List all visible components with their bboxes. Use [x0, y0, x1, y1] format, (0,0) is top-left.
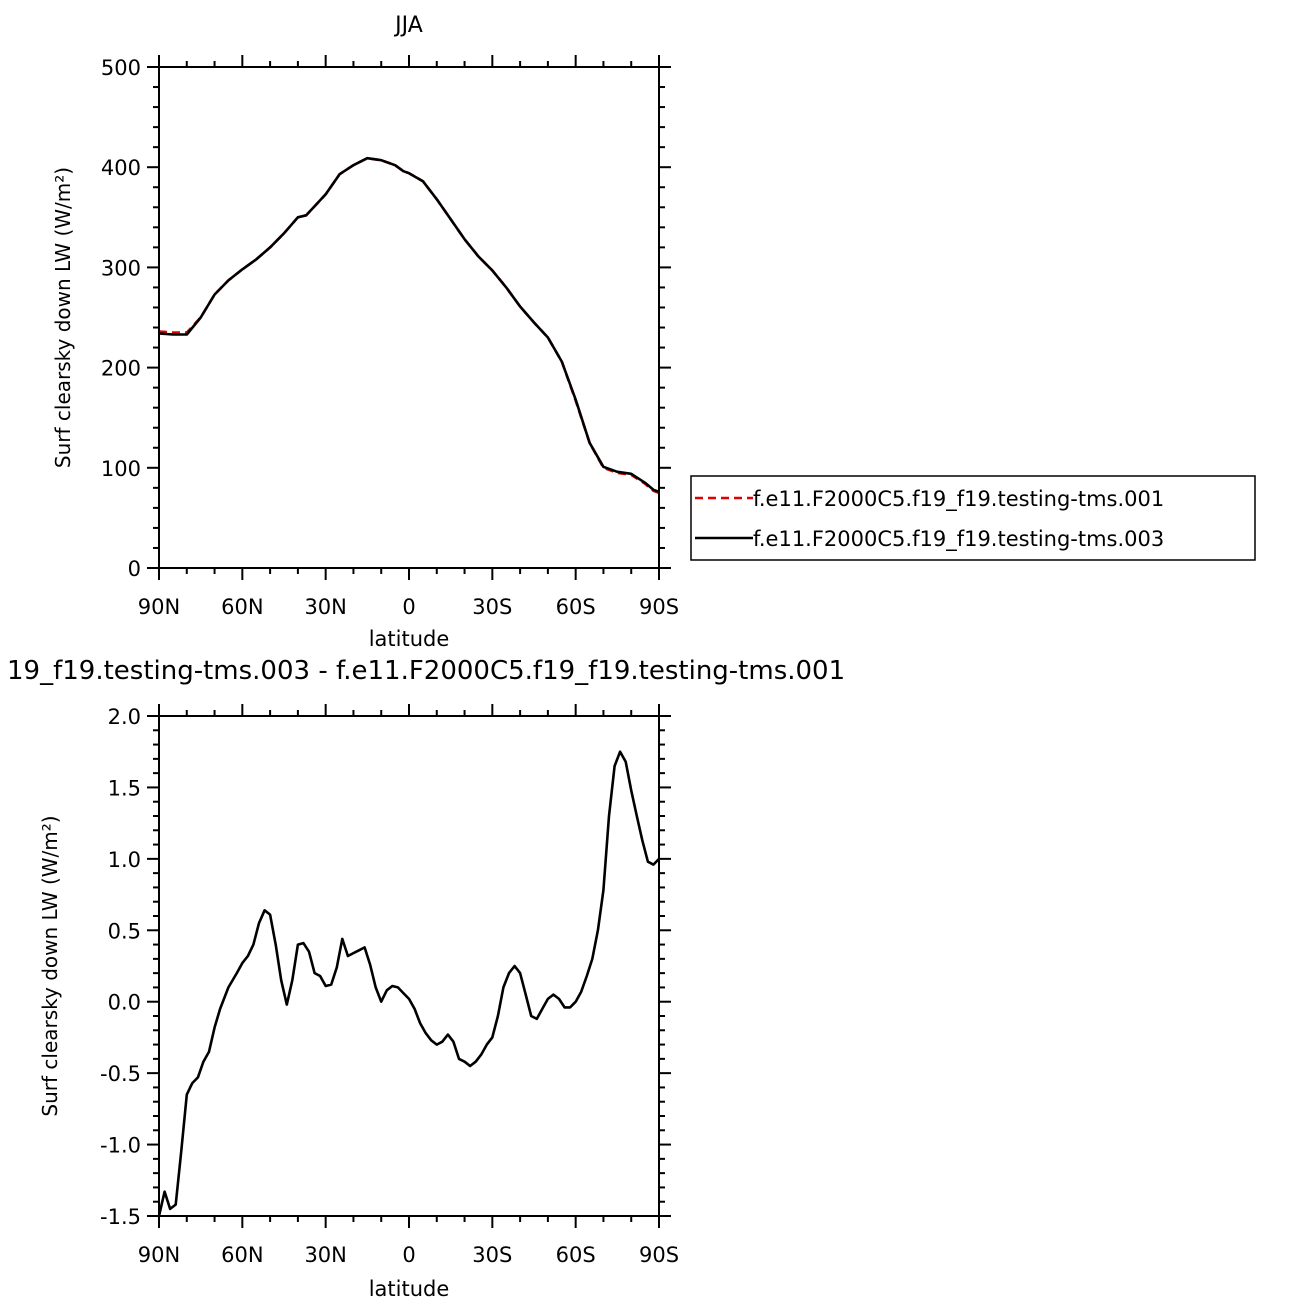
x-tick-label: 90S — [639, 595, 679, 619]
y-axis-label: Surf clearsky down LW (W/m²) — [51, 167, 75, 468]
y-tick-label: 0.0 — [108, 991, 141, 1015]
y-tick-label: 500 — [101, 56, 141, 80]
y-tick-label: 200 — [101, 357, 141, 381]
y-tick-label: 0 — [128, 557, 141, 581]
y-tick-label: 0.5 — [108, 919, 141, 943]
x-tick-label: 90N — [138, 595, 180, 619]
x-tick-label: 30S — [472, 595, 512, 619]
legend-label: f.e11.F2000C5.f19_f19.testing-tms.001 — [753, 487, 1164, 512]
legend-label: f.e11.F2000C5.f19_f19.testing-tms.003 — [753, 527, 1164, 552]
x-tick-label: 30N — [304, 595, 346, 619]
x-tick-label: 30S — [472, 1243, 512, 1267]
series-line — [159, 156, 659, 495]
y-axis-label: Surf clearsky down LW (W/m²) — [38, 815, 62, 1116]
x-tick-label: 90S — [639, 1243, 679, 1267]
plot-frame — [158, 66, 660, 569]
x-tick-label: 0 — [402, 595, 415, 619]
x-tick-label: 90N — [138, 1243, 180, 1267]
y-tick-label: -1.0 — [100, 1134, 141, 1158]
y-tick-label: 300 — [101, 256, 141, 280]
x-tick-label: 0 — [402, 1243, 415, 1267]
chart-title: JJA — [393, 13, 423, 38]
y-tick-label: 100 — [101, 457, 141, 481]
series-line — [159, 156, 659, 494]
lower-plot: -1.5 -1.0 -0.5 0.0 0.5 1.0 1.5 2.0 90N 60N 30N 0 30S… — [38, 704, 679, 1301]
x-tick-label: 60S — [556, 595, 596, 619]
upper-plot: 0 100 200 300 400 500 90N 60N 30N 0 30S 60S 90S latit… — [51, 55, 1256, 651]
y-tick-label: 400 — [101, 156, 141, 180]
chart-title: 19_f19.testing-tms.003 - f.e11.F2000C5.f… — [7, 656, 845, 686]
y-tick-label: -0.5 — [100, 1062, 141, 1086]
plot-frame — [158, 715, 660, 1217]
x-tick-label: 30N — [304, 1243, 346, 1267]
y-tick-label: -1.5 — [100, 1205, 141, 1229]
x-tick-label: 60N — [221, 595, 263, 619]
y-tick-label: 2.0 — [108, 705, 141, 729]
x-axis-label: latitude — [369, 1277, 450, 1301]
legend-box — [690, 475, 1256, 561]
y-tick-label: 1.5 — [108, 776, 141, 800]
x-tick-label: 60N — [221, 1243, 263, 1267]
x-axis-label: latitude — [369, 627, 450, 651]
series-line — [159, 750, 659, 1216]
x-tick-label: 60S — [556, 1243, 596, 1267]
y-tick-label: 1.0 — [108, 848, 141, 872]
